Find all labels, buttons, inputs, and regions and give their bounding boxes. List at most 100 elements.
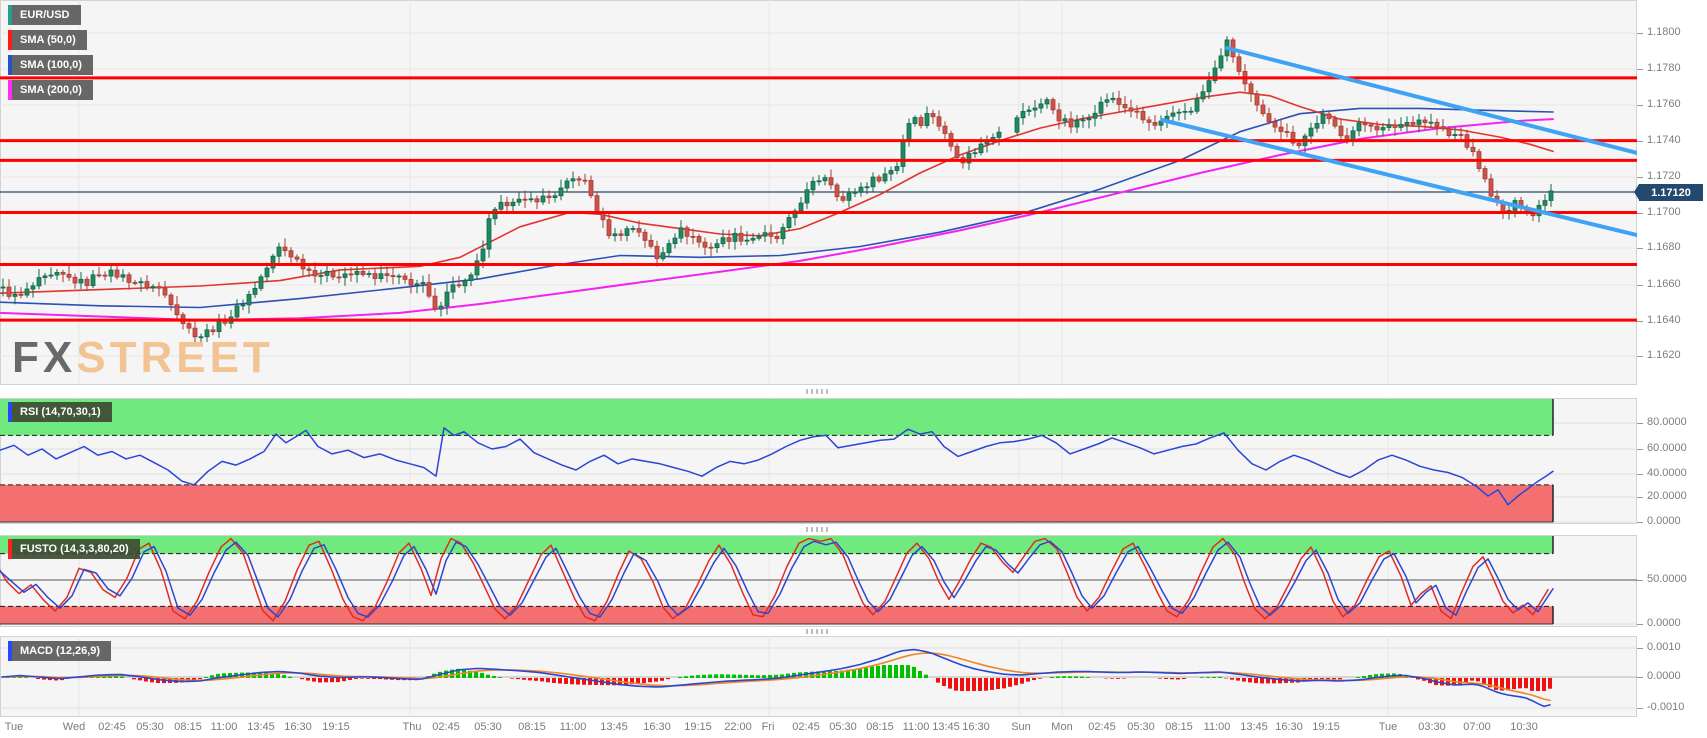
sma100-accent-bar: [8, 55, 12, 75]
axis-tick: [1637, 248, 1643, 249]
macd-badge[interactable]: MACD (12,26,9): [8, 641, 112, 661]
macd-chart-canvas[interactable]: [0, 636, 1637, 717]
axis-tick: [1637, 580, 1643, 581]
axis-tick: [1637, 423, 1643, 424]
axis-tick-label: 40.0000: [1647, 467, 1687, 479]
time-axis-label: 11:00: [1203, 721, 1231, 733]
time-axis-label: 13:45: [1240, 721, 1268, 733]
time-axis-label: 19:15: [1312, 721, 1340, 733]
price-axis-column[interactable]: 1.1800 1.1780 1.1760 1.1740 1.1720 1.1700 1.16…: [1637, 0, 1707, 738]
price-chart-canvas[interactable]: [0, 0, 1637, 385]
time-axis-label: 05:30: [136, 721, 164, 733]
time-axis-label: 02:45: [1088, 721, 1116, 733]
time-axis-label: 03:30: [1418, 721, 1446, 733]
time-axis-label: 08:15: [174, 721, 202, 733]
time-axis-label: 16:30: [643, 721, 671, 733]
axis-tick-label: 0.0000: [1647, 670, 1681, 682]
current-price-badge: 1.17120: [1634, 184, 1703, 201]
axis-tick: [1637, 522, 1643, 523]
time-axis-label: 16:30: [1275, 721, 1303, 733]
time-axis-label: 16:30: [284, 721, 312, 733]
symbol-label: EUR/USD: [20, 9, 70, 21]
time-axis-label: 11:00: [902, 721, 930, 733]
axis-tick: [1637, 285, 1643, 286]
axis-tick-label: 80.0000: [1647, 416, 1687, 428]
axis-tick: [1637, 624, 1643, 625]
axis-tick-label: 1.1740: [1647, 134, 1681, 146]
axis-tick-label: 0.0000: [1647, 515, 1681, 527]
axis-tick-label: 1.1680: [1647, 241, 1681, 253]
rsi-accent-bar: [8, 402, 12, 422]
axis-tick-label: 50.0000: [1647, 573, 1687, 585]
time-axis-label: 13:45: [247, 721, 275, 733]
time-axis-label: 05:30: [829, 721, 857, 733]
axis-tick-label: 60.0000: [1647, 442, 1687, 454]
axis-tick-label: 1.1760: [1647, 98, 1681, 110]
axis-tick-label: 20.0000: [1647, 490, 1687, 502]
time-axis-label: 16:30: [962, 721, 990, 733]
axis-tick: [1637, 69, 1643, 70]
symbol-accent-bar: [8, 5, 12, 25]
axis-tick: [1637, 33, 1643, 34]
main-price-panel[interactable]: [0, 0, 1637, 385]
stochastic-panel[interactable]: [0, 535, 1637, 627]
symbol-badge[interactable]: EUR/USD: [8, 5, 81, 25]
axis-tick: [1637, 177, 1643, 178]
rsi-panel[interactable]: [0, 398, 1637, 524]
time-axis-label: 13:45: [600, 721, 628, 733]
time-axis-label: 22:00: [724, 721, 752, 733]
time-axis[interactable]: Tue Wed 02:45 05:30 08:15 11:00 13:45 16:30 19:1…: [0, 717, 1707, 738]
sma50-accent-bar: [8, 30, 12, 50]
axis-tick-label: 1.1640: [1647, 314, 1681, 326]
axis-tick-label: -0.0010: [1647, 701, 1685, 713]
time-axis-label: Mon: [1051, 721, 1073, 733]
axis-tick: [1637, 356, 1643, 357]
sma50-label: SMA (50,0): [20, 34, 76, 46]
time-axis-label: Thu: [402, 721, 422, 733]
axis-tick-label: 1.1800: [1647, 26, 1681, 38]
sma50-badge[interactable]: SMA (50,0): [8, 30, 87, 50]
time-axis-label: 02:45: [432, 721, 460, 733]
axis-tick: [1637, 648, 1643, 649]
time-axis-label: Tue: [4, 721, 24, 733]
rsi-badge[interactable]: RSI (14,70,30,1): [8, 402, 112, 422]
axis-tick: [1637, 321, 1643, 322]
watermark-street: STREET: [76, 333, 274, 382]
time-axis-label: Tue: [1378, 721, 1398, 733]
watermark-fx: FX: [12, 333, 77, 382]
panel-resize-grip[interactable]: [806, 389, 831, 394]
time-axis-label: 10:30: [1510, 721, 1538, 733]
axis-tick: [1637, 449, 1643, 450]
panel-resize-grip[interactable]: [806, 527, 831, 532]
time-axis-label: 13:45: [932, 721, 960, 733]
sma200-badge[interactable]: SMA (200,0): [8, 80, 93, 100]
time-axis-label: 02:45: [792, 721, 820, 733]
axis-tick: [1637, 213, 1643, 214]
sma200-label: SMA (200,0): [20, 84, 82, 96]
time-axis-label: 19:15: [684, 721, 712, 733]
stochastic-badge[interactable]: FUSTO (14,3,3,80,20): [8, 539, 140, 559]
time-axis-label: Sun: [1011, 721, 1031, 733]
axis-tick: [1637, 677, 1643, 678]
axis-tick-label: 1.1660: [1647, 278, 1681, 290]
time-axis-label: 08:15: [518, 721, 546, 733]
time-axis-label: 11:00: [559, 721, 587, 733]
sma100-badge[interactable]: SMA (100,0): [8, 55, 93, 75]
time-axis-label: 19:15: [322, 721, 350, 733]
axis-tick: [1637, 497, 1643, 498]
time-axis-label: 05:30: [474, 721, 502, 733]
macd-panel[interactable]: [0, 636, 1637, 717]
time-axis-label: 02:45: [98, 721, 126, 733]
fxstreet-watermark: FXSTREET: [12, 336, 274, 380]
axis-tick-label: 0.0010: [1647, 641, 1681, 653]
time-axis-label: 08:15: [866, 721, 894, 733]
time-axis-label: 08:15: [1165, 721, 1193, 733]
macd-accent-bar: [8, 641, 12, 661]
panel-resize-grip[interactable]: [806, 629, 831, 634]
macd-label: MACD (12,26,9): [20, 645, 101, 657]
rsi-chart-canvas[interactable]: [0, 398, 1637, 524]
time-axis-label: 05:30: [1127, 721, 1155, 733]
stochastic-chart-canvas[interactable]: [0, 535, 1637, 627]
time-axis-label: 11:00: [210, 721, 238, 733]
